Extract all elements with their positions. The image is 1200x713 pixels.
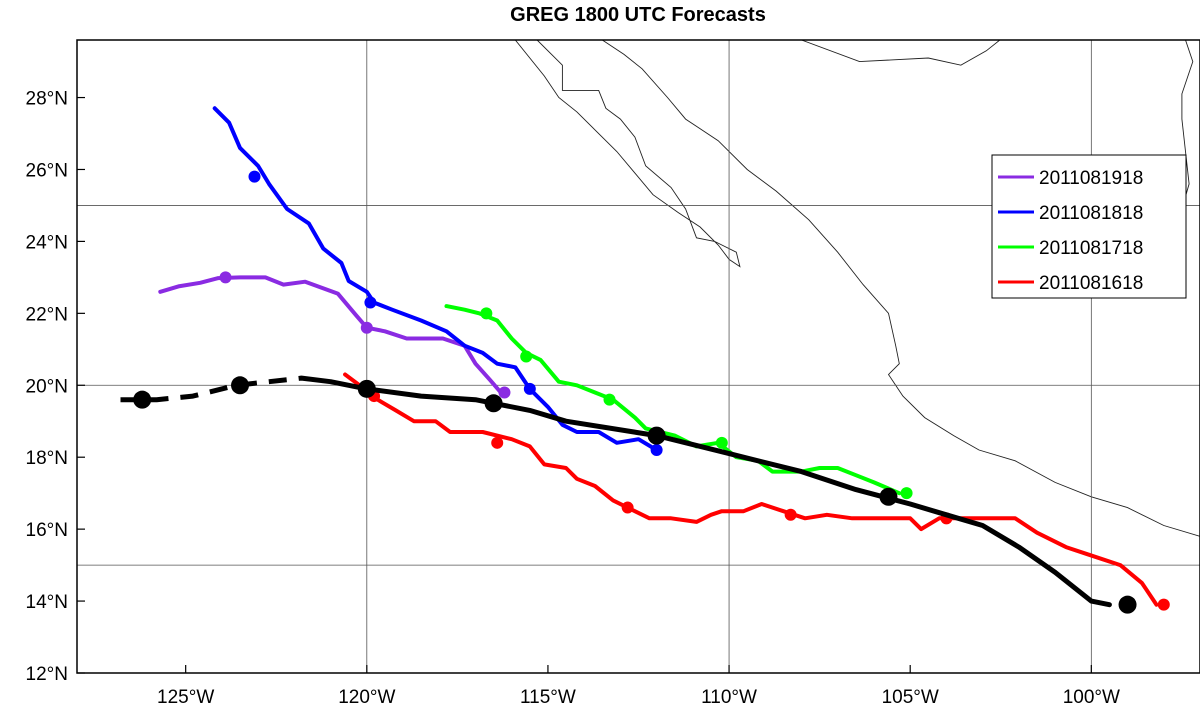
coastline-0	[514, 40, 741, 268]
track-marker	[1118, 595, 1137, 614]
track-marker	[357, 379, 376, 398]
x-tick-label: 105°W	[882, 687, 939, 708]
legend-box	[991, 154, 1187, 299]
y-tick-label: 20°N	[26, 376, 68, 397]
coastline-layer	[514, 40, 1200, 537]
x-tick-label: 120°W	[338, 687, 395, 708]
track-marker	[520, 350, 533, 363]
legend-label: 2011081818	[1039, 203, 1143, 224]
y-tick-label: 22°N	[26, 304, 68, 325]
track-marker	[900, 487, 913, 500]
y-tick-label: 28°N	[26, 89, 68, 110]
track-marker	[715, 436, 728, 449]
track-marker	[231, 376, 250, 395]
track-line-solid	[299, 375, 1112, 608]
track-marker	[360, 321, 373, 334]
track-marker	[133, 390, 152, 409]
track-marker	[484, 394, 503, 413]
axes: 125°W 120°W 115°W 110°W 105°W 100°W 12°N 14°N 16…	[26, 89, 1120, 708]
plot-frame	[76, 39, 1200, 674]
track-marker	[498, 386, 511, 399]
gridlines	[77, 40, 1200, 673]
chart-title: GREG 1800 UTC Forecasts	[510, 4, 766, 26]
track-marker	[1157, 598, 1170, 611]
legend-label: 2011081918	[1039, 168, 1143, 189]
track-marker	[879, 487, 898, 506]
track-line	[343, 372, 1159, 607]
track-line	[444, 304, 902, 496]
y-tick-label: 18°N	[26, 448, 68, 469]
x-tick-label: 100°W	[1063, 687, 1120, 708]
y-tick-label: 26°N	[26, 160, 68, 181]
track-marker	[603, 393, 616, 406]
track-best-track	[120, 375, 1137, 614]
track-2011081718	[444, 304, 913, 500]
x-tick-label: 125°W	[157, 687, 214, 708]
track-line	[158, 275, 511, 395]
legend: 2011081918 2011081818 2011081718 2011081618	[991, 154, 1187, 299]
coastline-1	[602, 40, 1200, 537]
track-marker	[219, 271, 232, 284]
track-marker	[784, 508, 797, 521]
track-2011081818	[212, 106, 663, 457]
track-marker	[480, 307, 493, 320]
track-marker	[248, 170, 261, 183]
track-marker	[364, 296, 377, 309]
legend-label: 2011081718	[1039, 238, 1143, 259]
track-2011081618	[343, 372, 1170, 611]
y-tick-label: 24°N	[26, 232, 68, 253]
x-tick-label: 110°W	[701, 687, 757, 708]
legend-label: 2011081618	[1039, 273, 1143, 294]
track-marker	[650, 444, 663, 457]
track-marker	[647, 426, 666, 445]
track-2011081918	[158, 271, 511, 399]
track-line	[212, 106, 659, 452]
y-tick-label: 16°N	[26, 520, 68, 541]
y-tick-label: 14°N	[26, 592, 68, 613]
track-marker	[491, 436, 504, 449]
track-marker	[523, 382, 536, 395]
x-tick-label: 115°W	[520, 687, 576, 708]
track-marker	[621, 501, 634, 514]
y-tick-label: 12°N	[26, 664, 68, 685]
coastline-3	[801, 40, 1001, 66]
forecast-tracks	[120, 106, 1170, 614]
